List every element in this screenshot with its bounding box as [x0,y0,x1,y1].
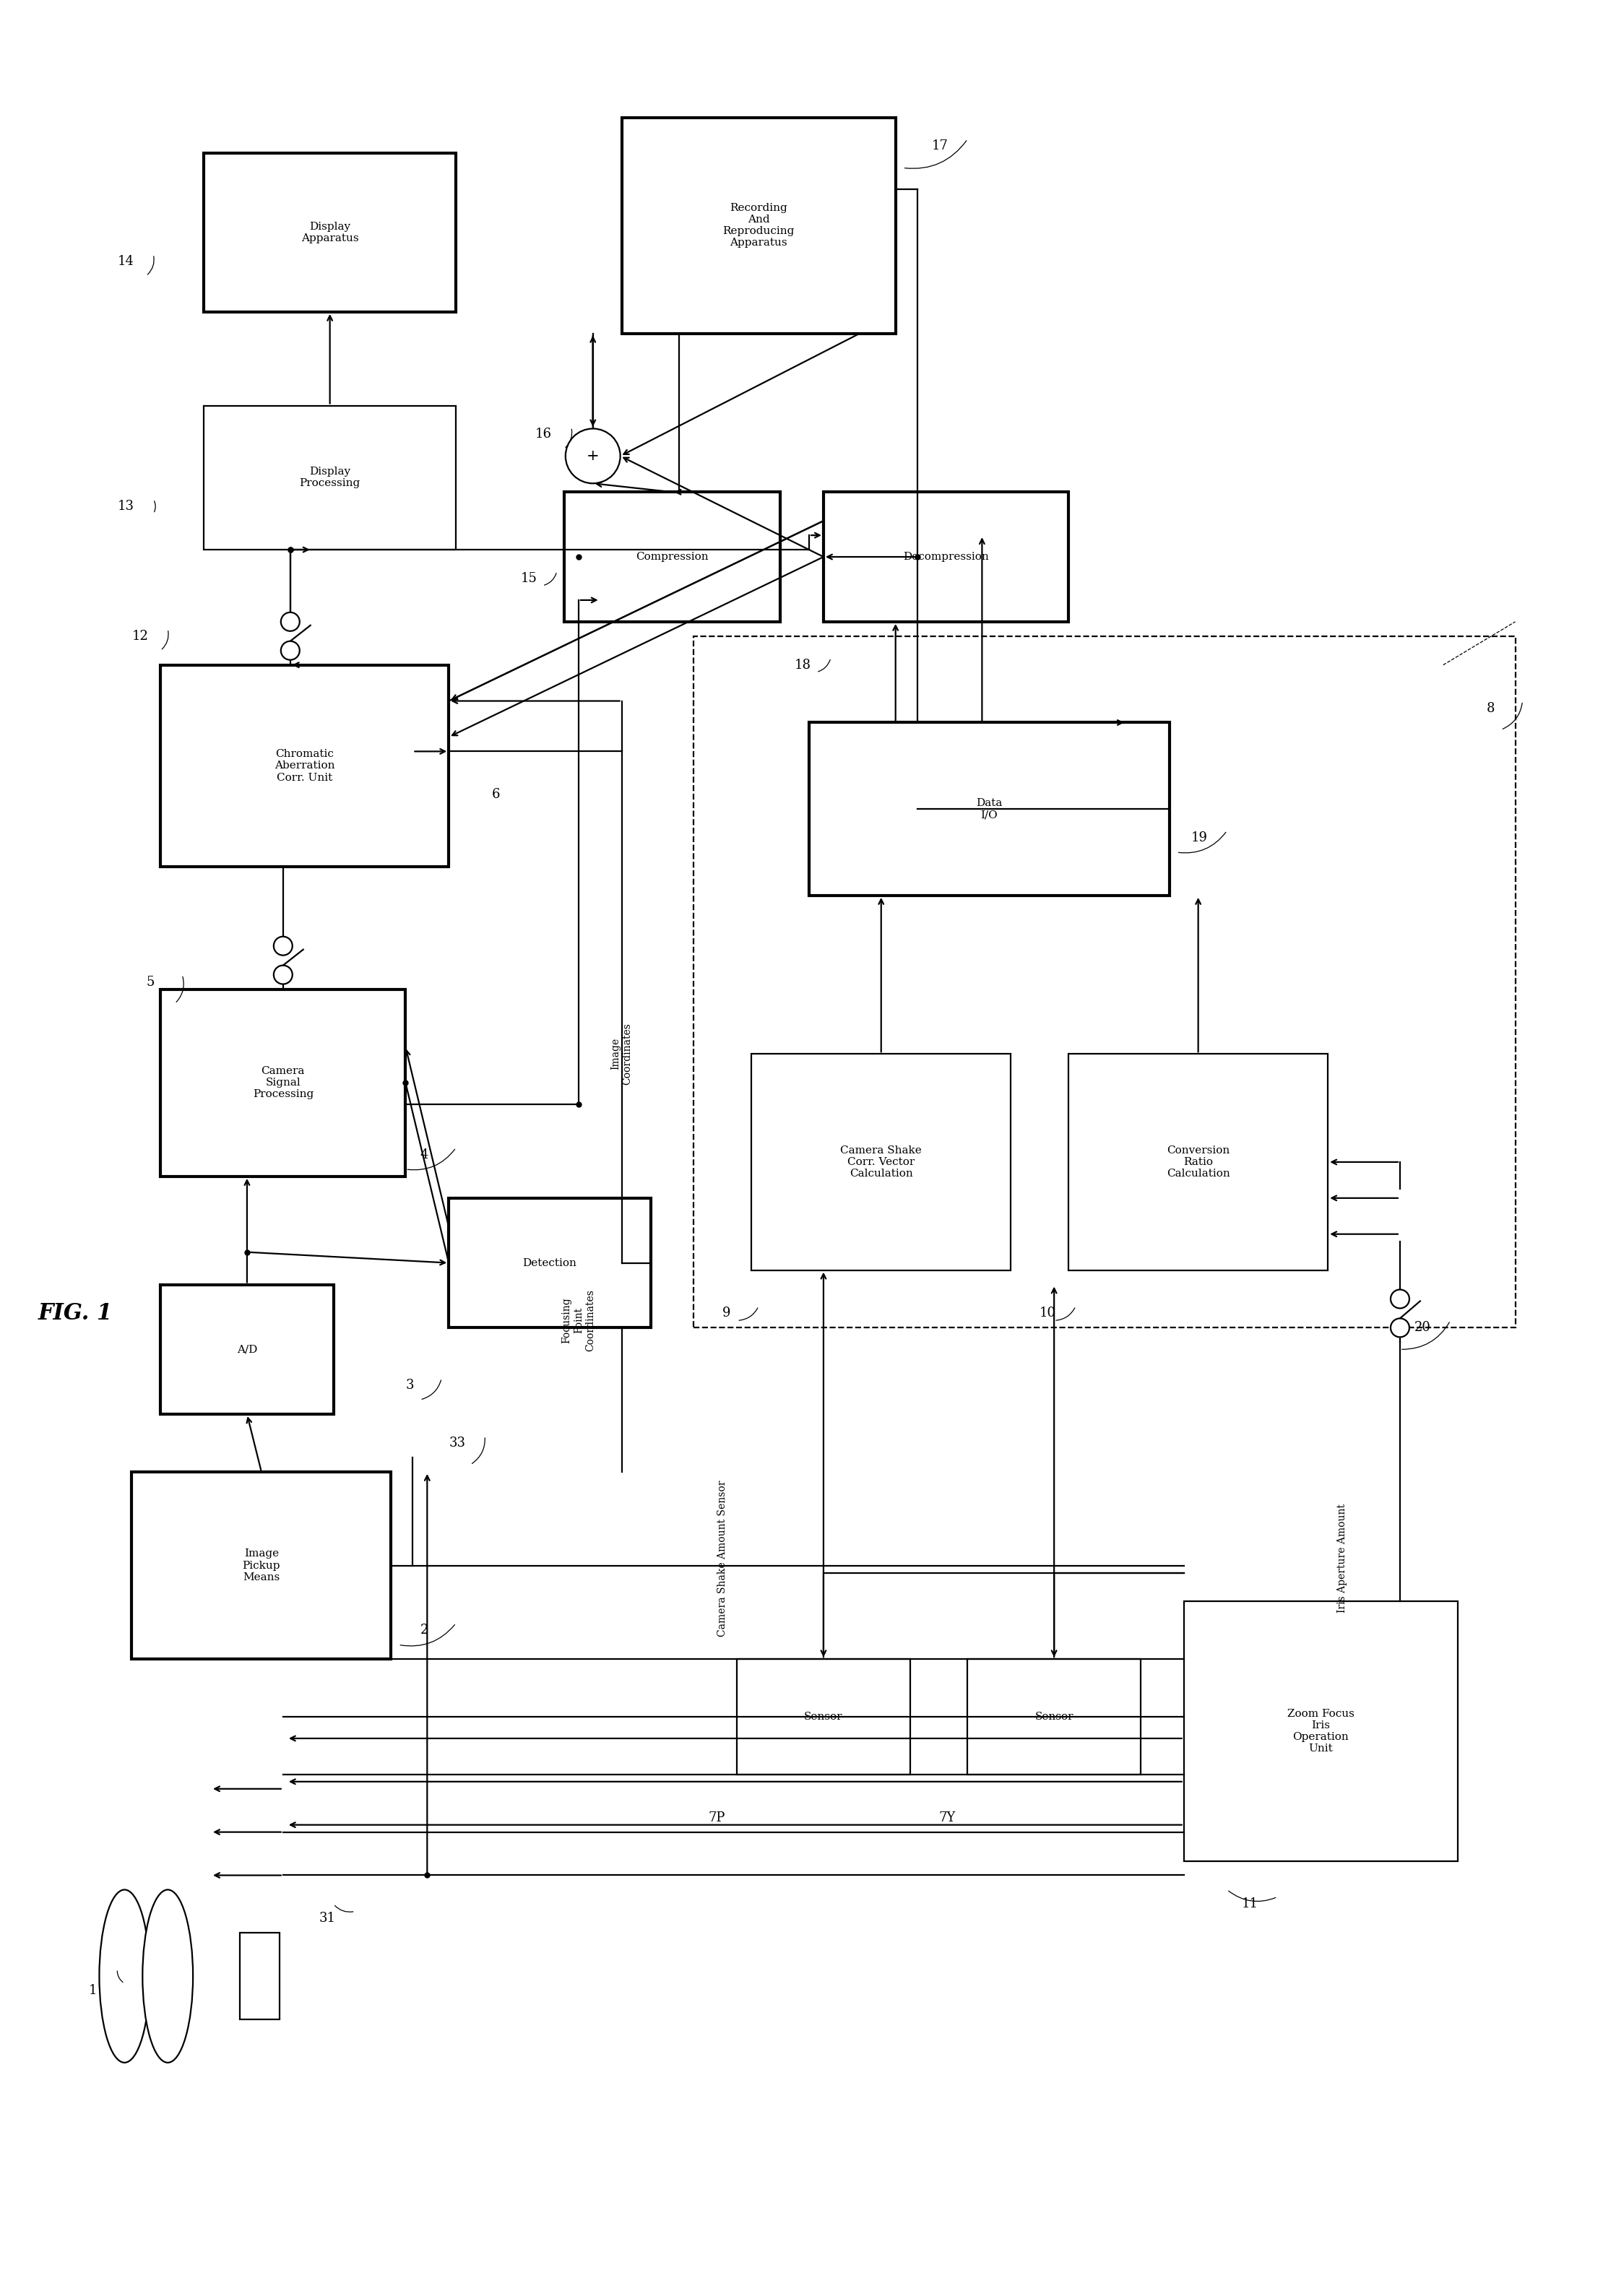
Text: 14: 14 [118,255,134,269]
Bar [751,1054,1012,1270]
Bar [968,1660,1141,1775]
Bar [622,117,895,333]
Bar [1068,1054,1328,1270]
Text: Decompression: Decompression [903,551,989,563]
Text: 19: 19 [1191,831,1207,845]
Text: Focusing
Point
Coordinates: Focusing Point Coordinates [562,1290,595,1352]
Bar [737,1660,910,1775]
Text: Display
Apparatus: Display Apparatus [301,223,359,243]
Text: +: + [587,450,600,464]
Text: 16: 16 [535,427,553,441]
Text: 1: 1 [89,1984,97,1998]
Text: 9: 9 [722,1306,730,1320]
Circle shape [281,641,299,659]
Text: Iris Aperture Amount: Iris Aperture Amount [1338,1504,1348,1612]
Bar [204,154,456,312]
Circle shape [273,964,292,985]
Text: 11: 11 [1241,1896,1259,1910]
Circle shape [1391,1290,1409,1309]
Bar [824,491,1068,622]
Text: 7P: 7P [708,1812,726,1823]
Text: 17: 17 [931,140,949,154]
Bar [133,1472,391,1660]
Text: 13: 13 [118,501,134,512]
Circle shape [1391,1318,1409,1336]
Bar [693,636,1516,1327]
Circle shape [281,613,299,631]
Bar [1185,1603,1458,1860]
Bar [160,666,449,866]
Text: Camera Shake
Corr. Vector
Calculation: Camera Shake Corr. Vector Calculation [840,1146,921,1178]
Text: Recording
And
Reproducing
Apparatus: Recording And Reproducing Apparatus [722,202,795,248]
Text: 15: 15 [520,572,538,585]
Ellipse shape [142,1890,192,2062]
Text: Conversion
Ratio
Calculation: Conversion Ratio Calculation [1167,1146,1230,1178]
Text: FIG. 1: FIG. 1 [39,1302,113,1325]
Text: Display
Processing: Display Processing [299,466,360,489]
Text: Data
I/O: Data I/O [976,799,1002,820]
Text: 12: 12 [133,629,149,643]
Text: Zoom Focus
Iris
Operation
Unit: Zoom Focus Iris Operation Unit [1288,1708,1354,1754]
Bar [160,990,406,1176]
Text: 20: 20 [1414,1320,1430,1334]
Text: 10: 10 [1039,1306,1057,1320]
Text: 5: 5 [145,976,155,990]
Text: Camera Shake Amount Sensor: Camera Shake Amount Sensor [718,1481,727,1637]
Circle shape [273,937,292,955]
Text: Detection: Detection [522,1258,577,1267]
Bar [204,406,456,549]
Ellipse shape [99,1890,150,2062]
Text: Sensor: Sensor [805,1713,844,1722]
Text: 3: 3 [406,1380,414,1391]
Text: Image
Pickup
Means: Image Pickup Means [242,1550,281,1582]
Text: 18: 18 [795,659,811,670]
Text: 6: 6 [491,788,501,801]
Text: 8: 8 [1487,703,1495,714]
Bar [564,491,781,622]
Bar [239,1933,280,2020]
Bar [449,1199,651,1327]
Text: 2: 2 [420,1623,428,1637]
Text: Sensor: Sensor [1034,1713,1073,1722]
Text: A/D: A/D [238,1345,257,1355]
Text: 33: 33 [449,1437,465,1449]
Text: Image
Coordinates: Image Coordinates [611,1024,632,1086]
Text: 7Y: 7Y [939,1812,955,1823]
Bar [810,723,1170,895]
Text: Chromatic
Aberration
Corr. Unit: Chromatic Aberration Corr. Unit [275,748,335,783]
Text: 31: 31 [318,1913,336,1924]
Text: Camera
Signal
Processing: Camera Signal Processing [252,1065,314,1100]
Bar [160,1283,333,1414]
Text: Compression: Compression [635,551,708,563]
Circle shape [566,429,621,484]
Text: 4: 4 [420,1148,428,1162]
